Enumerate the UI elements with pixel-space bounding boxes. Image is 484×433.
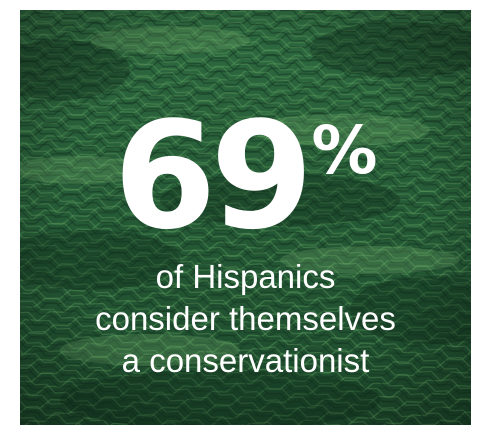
statistic-caption: of Hispanics consider themselves a conse… bbox=[20, 256, 471, 382]
percent-value: 69 bbox=[113, 90, 313, 262]
evergreen-forest-background bbox=[20, 10, 471, 425]
caption-line-2: consider themselves bbox=[95, 300, 396, 337]
percent-sign: % bbox=[311, 112, 378, 189]
forest-image-panel: 69% of Hispanics consider themselves a c… bbox=[20, 10, 471, 425]
caption-line-1: of Hispanics bbox=[155, 258, 336, 295]
caption-line-3: a conservationist bbox=[121, 342, 370, 379]
statistic-headline: 69% bbox=[20, 102, 471, 252]
